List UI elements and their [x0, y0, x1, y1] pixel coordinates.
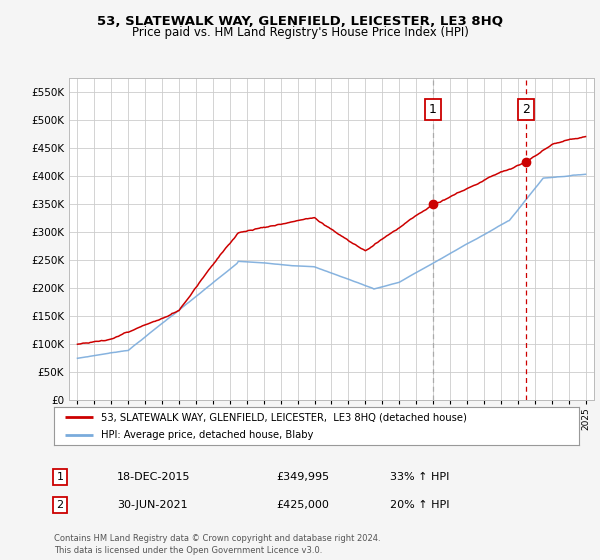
Text: 33% ↑ HPI: 33% ↑ HPI — [390, 472, 449, 482]
Text: 20% ↑ HPI: 20% ↑ HPI — [390, 500, 449, 510]
Text: 1: 1 — [428, 102, 437, 116]
Text: 1: 1 — [56, 472, 64, 482]
Text: 53, SLATEWALK WAY, GLENFIELD, LEICESTER,  LE3 8HQ (detached house): 53, SLATEWALK WAY, GLENFIELD, LEICESTER,… — [101, 412, 467, 422]
Text: Price paid vs. HM Land Registry's House Price Index (HPI): Price paid vs. HM Land Registry's House … — [131, 26, 469, 39]
Text: HPI: Average price, detached house, Blaby: HPI: Average price, detached house, Blab… — [101, 430, 314, 440]
Text: 18-DEC-2015: 18-DEC-2015 — [117, 472, 191, 482]
Text: 30-JUN-2021: 30-JUN-2021 — [117, 500, 188, 510]
Text: 2: 2 — [523, 102, 530, 116]
Text: Contains HM Land Registry data © Crown copyright and database right 2024.
This d: Contains HM Land Registry data © Crown c… — [54, 534, 380, 555]
Text: £425,000: £425,000 — [276, 500, 329, 510]
Text: 53, SLATEWALK WAY, GLENFIELD, LEICESTER, LE3 8HQ: 53, SLATEWALK WAY, GLENFIELD, LEICESTER,… — [97, 15, 503, 28]
Text: 2: 2 — [56, 500, 64, 510]
Text: £349,995: £349,995 — [276, 472, 329, 482]
